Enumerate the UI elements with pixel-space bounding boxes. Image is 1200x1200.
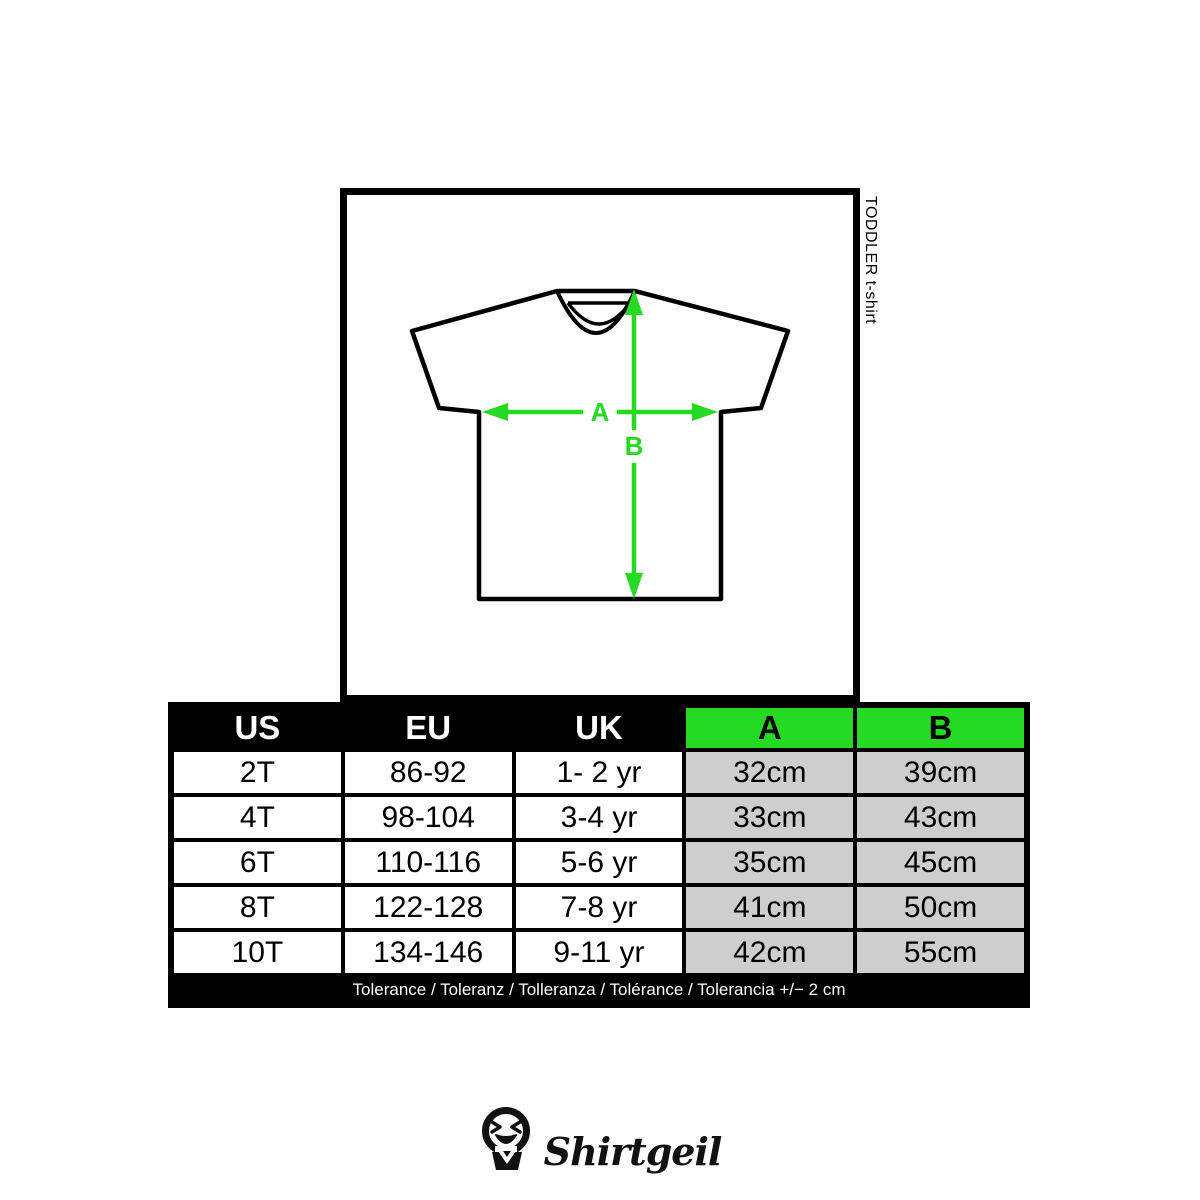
cell-eu: 110-116 [344,842,512,883]
collar-inner-arc [566,301,632,326]
cell-eu: 134-146 [344,932,512,973]
table-row: 6T 110-116 5-6 yr 35cm 45cm [174,842,1024,883]
cell-us: 4T [174,797,341,838]
laughing-face-logo-icon [481,1107,530,1170]
size-table-header-row: US EU UK A B [174,708,1024,748]
cell-a: 42cm [686,932,854,973]
cell-b: 45cm [857,842,1024,883]
size-table-footer-row: Tolerance / Toleranz / Tolleranza / Tolé… [174,977,1024,1002]
brand-logo: Shirtgeil [0,1106,1200,1174]
width-arrow [482,403,718,421]
cell-uk: 5-6 yr [515,842,683,883]
product-type-label: TODDLER t-shirt [862,196,879,325]
length-arrow [625,289,643,599]
cell-a: 41cm [686,887,854,928]
header-eu: EU [344,708,512,748]
tshirt-measurement-diagram: A B [340,188,860,702]
cell-eu: 122-128 [344,887,512,928]
cell-uk: 1- 2 yr [515,752,683,793]
brand-name: Shirtgeil [543,1129,723,1174]
table-row: 2T 86-92 1- 2 yr 32cm 39cm [174,752,1024,793]
diagram-frame [340,188,860,702]
cell-uk: 7-8 yr [515,887,683,928]
cell-us: 8T [174,887,341,928]
table-row: 4T 98-104 3-4 yr 33cm 43cm [174,797,1024,838]
cell-b: 50cm [857,887,1024,928]
header-a: A [686,708,854,748]
cell-us: 10T [174,932,341,973]
width-arrow-label: A [591,397,610,427]
cell-us: 6T [174,842,341,883]
cell-b: 43cm [857,797,1024,838]
cell-a: 35cm [686,842,854,883]
cell-b: 39cm [857,752,1024,793]
size-table: US EU UK A B 2T 86-92 1- 2 yr 32cm 39cm … [168,702,1030,1008]
cell-b: 55cm [857,932,1024,973]
cell-eu: 98-104 [344,797,512,838]
table-row: 8T 122-128 7-8 yr 41cm 50cm [174,887,1024,928]
cell-us: 2T [174,752,341,793]
cell-eu: 86-92 [344,752,512,793]
cell-a: 33cm [686,797,854,838]
cell-uk: 3-4 yr [515,797,683,838]
cell-uk: 9-11 yr [515,932,683,973]
header-us: US [174,708,341,748]
cell-a: 32cm [686,752,854,793]
length-arrow-label: B [625,431,644,461]
tshirt-outline [409,288,791,602]
tolerance-note: Tolerance / Toleranz / Tolleranza / Tolé… [174,977,1024,1002]
table-row: 10T 134-146 9-11 yr 42cm 55cm [174,932,1024,973]
header-uk: UK [515,708,683,748]
header-b: B [857,708,1024,748]
